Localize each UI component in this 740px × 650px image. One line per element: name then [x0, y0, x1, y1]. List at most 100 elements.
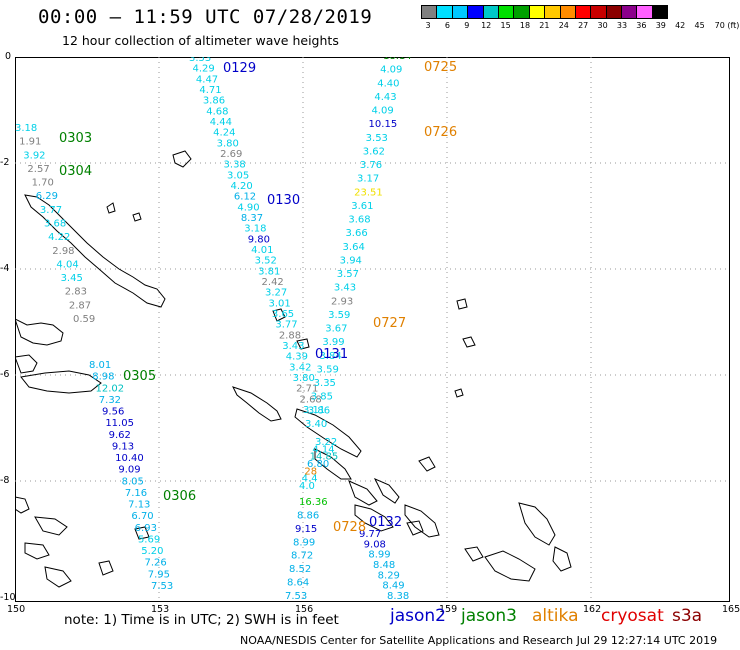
wave-height-value: 0.59: [73, 314, 95, 325]
wave-height-value: 3.35: [314, 378, 336, 389]
wave-height-value: 3.40: [305, 419, 327, 430]
wave-height-value: 3.99: [322, 337, 344, 348]
wave-height-value: 8.72: [291, 551, 313, 562]
colorbar-label: 36: [636, 21, 647, 30]
colorbar-swatch: [559, 5, 576, 19]
island-coast: [272, 308, 286, 322]
island-coast: [294, 408, 362, 458]
map-subtitle: 12 hour collection of altimeter wave hei…: [62, 33, 339, 48]
wave-height-value: 3.86: [308, 405, 330, 416]
wave-height-value: 3.85: [311, 392, 333, 403]
wave-height-value: 2.68: [300, 394, 322, 405]
map-border: [15, 57, 730, 602]
wave-height-value: 7.95: [148, 569, 170, 580]
island-coast: [406, 520, 424, 536]
wave-height-value: 4.68: [206, 106, 228, 117]
colorbar-swatch: [513, 5, 530, 19]
wave-height-value: 3.68: [348, 215, 370, 226]
wave-height-value: 7.26: [144, 558, 166, 569]
island-coast: [373, 478, 400, 504]
island-coast: [134, 526, 150, 540]
wave-height-value: 4.4: [302, 474, 318, 485]
latitude-tick-label: -6: [0, 369, 10, 380]
wave-height-value: 5.69: [138, 534, 160, 545]
wave-height-value: 8.37: [241, 213, 263, 224]
wave-height-value: 3.45: [61, 273, 83, 284]
colorbar-label: 15: [500, 21, 511, 30]
wave-height-value: 9.62: [109, 430, 131, 441]
longitude-tick-label: 159: [439, 604, 458, 615]
legend-item-jason3: jason3: [461, 606, 517, 626]
altimeter-map: 3.53 4.29 4.47 4.71 3.86 4.68 4.44 4.24 3.80 2.69…: [15, 57, 730, 602]
colorbar-swatch: [651, 5, 669, 19]
pass-id-label: 0727: [373, 316, 406, 331]
wave-height-value: 4.14: [312, 444, 334, 455]
wave-height-value: 3.62: [363, 146, 385, 157]
latitude-tick-label: -2: [0, 157, 10, 168]
wave-height-value: 9.56: [102, 407, 124, 418]
wave-height-value: 6.29: [36, 191, 58, 202]
wave-height-value: 4.29: [192, 64, 214, 75]
wave-height-value: 4.24: [213, 128, 235, 139]
wave-height-value: 4.04: [56, 259, 78, 270]
wave-height-value: 2.83: [65, 287, 87, 298]
wave-height-value: 3.61: [351, 201, 373, 212]
island-coast: [454, 388, 464, 398]
island-coast: [24, 194, 166, 308]
wave-height-value: 3.94: [340, 255, 362, 266]
wave-height-value: 4.09: [371, 106, 393, 117]
pass-id-label: 0725: [424, 60, 457, 75]
wave-height-value: 4.0: [299, 481, 315, 492]
wave-height-value: 5.20: [141, 546, 163, 557]
wave-height-value: 3.68: [44, 219, 66, 230]
wave-height-value: 4.01: [251, 245, 273, 256]
wave-height-value: 3.76: [360, 160, 382, 171]
wave-height-value: 4.47: [196, 74, 218, 85]
wave-height-value: 9.77: [359, 529, 381, 540]
pass-id-label: 0305: [123, 369, 156, 384]
wave-height-value: 2.93: [331, 296, 353, 307]
pass-id-label: 0306: [163, 489, 196, 504]
wave-height-value: 3.66: [345, 228, 367, 239]
wave-height-value: 9.15: [295, 524, 317, 535]
wave-height-value: 10.40: [115, 453, 144, 464]
island-coast: [484, 550, 536, 582]
wave-height-value: 8.52: [289, 564, 311, 575]
wave-height-value: 3.22: [315, 437, 337, 448]
colorbar-swatch: [605, 5, 623, 19]
wave-height-value: 2.98: [52, 246, 74, 257]
wave-height-value: 3.86: [203, 96, 225, 107]
wave-height-value: 8.99: [293, 537, 315, 548]
colorbar-swatch: [574, 5, 592, 19]
colorbar-swatch: [467, 5, 484, 19]
wave-height-value: 8.38: [387, 591, 409, 602]
map-canvas: 3.534.294.474.713.864.684.444.243.802.69…: [15, 57, 730, 602]
wave-height-value: 3.65: [272, 309, 294, 320]
colorbar-label: 42: [675, 21, 686, 30]
latitude-tick-label: -4: [0, 263, 10, 274]
colorbar-label: 12: [481, 21, 492, 30]
wave-height-value: 2.88: [279, 330, 301, 341]
wave-height-value: 3.43: [334, 283, 356, 294]
wave-height-value: 2.71: [296, 384, 318, 395]
wave-height-value: 4.39: [286, 352, 308, 363]
wave-height-value: 3.52: [255, 256, 277, 267]
wave-height-value: 2.57: [27, 164, 49, 175]
wave-height-value: 9.80: [248, 234, 270, 245]
wave-height-value: 3.53: [366, 133, 388, 144]
island-coast: [456, 298, 468, 310]
wave-height-value: 23.51: [354, 187, 383, 198]
longitude-tick-label: 162: [583, 604, 602, 615]
colorbar-label: 24: [558, 21, 569, 30]
colorbar-swatch: [621, 5, 638, 19]
coastlines: [15, 150, 572, 588]
wave-height-value: 7.13: [128, 500, 150, 511]
wave-height-value: 3.18: [15, 123, 37, 134]
wave-height-value: 9.13: [112, 441, 134, 452]
island-coast: [518, 502, 556, 546]
wave-height-value: 3.77: [275, 320, 297, 331]
wave-height-value: 10.15: [369, 119, 398, 130]
legend-item-jason2: jason2: [390, 606, 446, 626]
wave-height-value: 28: [304, 466, 317, 477]
wave-height-value: 4.43: [374, 92, 396, 103]
